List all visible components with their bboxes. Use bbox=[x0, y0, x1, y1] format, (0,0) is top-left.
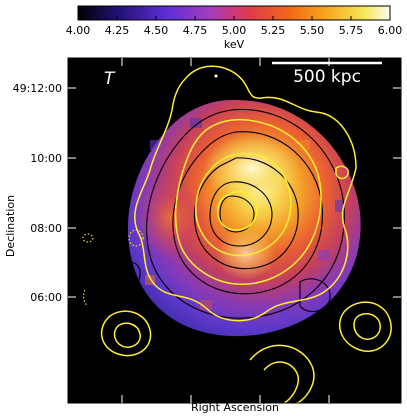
hot-region-core bbox=[204, 134, 300, 202]
yellow-contours bbox=[100, 65, 392, 403]
colorbar-tick-label: 4.50 bbox=[144, 24, 169, 37]
temperature-map: T 500 kpc bbox=[67, 57, 402, 404]
x-tick-label: 36 bbox=[253, 380, 267, 393]
colorbar-tick-label: 4.00 bbox=[66, 24, 91, 37]
map-frame bbox=[67, 57, 402, 404]
hot-region-south bbox=[216, 228, 276, 280]
x-axis-title: Right Ascension bbox=[191, 401, 279, 414]
colorbar-tick-label: 5.75 bbox=[339, 24, 364, 37]
colorbar-tick-label: 4.75 bbox=[183, 24, 208, 37]
colorbar-ticks bbox=[116, 16, 352, 20]
y-axis: 49:12:00 10:00 08:00 06:00 Declination bbox=[4, 82, 62, 304]
panel-label: T bbox=[104, 69, 116, 89]
x-axis: 10:24:00 23:48 36 24 Right Ascension bbox=[97, 380, 336, 414]
y-tick-label: 10:00 bbox=[30, 152, 62, 165]
y-axis-title: Declination bbox=[4, 195, 17, 257]
y-tick-label: 08:00 bbox=[30, 222, 62, 235]
y-tick-label: 49:12:00 bbox=[13, 82, 62, 95]
pixel-texture bbox=[145, 118, 345, 320]
x-tick-label: 23:48 bbox=[175, 380, 207, 393]
source-marker bbox=[214, 74, 218, 78]
y-tick-label: 06:00 bbox=[30, 291, 62, 304]
colorbar-tick-label: 5.25 bbox=[261, 24, 286, 37]
colorbar-tick-label: 5.00 bbox=[222, 24, 247, 37]
colorbar-tick-label: 4.25 bbox=[105, 24, 130, 37]
x-tick-label: 24 bbox=[322, 380, 336, 393]
x-tick-label: 10:24:00 bbox=[97, 380, 146, 393]
scale-bar-label: 500 kpc bbox=[293, 67, 361, 87]
dotted-contours bbox=[82, 229, 144, 307]
colorbar: 4.00 4.25 4.50 4.75 5.00 5.25 5.50 5.75 … bbox=[66, 5, 403, 51]
colorbar-tick-label: 5.50 bbox=[300, 24, 325, 37]
colorbar-tick-label: 6.00 bbox=[378, 24, 403, 37]
warm-region-left bbox=[136, 178, 208, 258]
colorbar-unit: keV bbox=[224, 38, 245, 51]
map-tick-marks bbox=[68, 58, 401, 403]
